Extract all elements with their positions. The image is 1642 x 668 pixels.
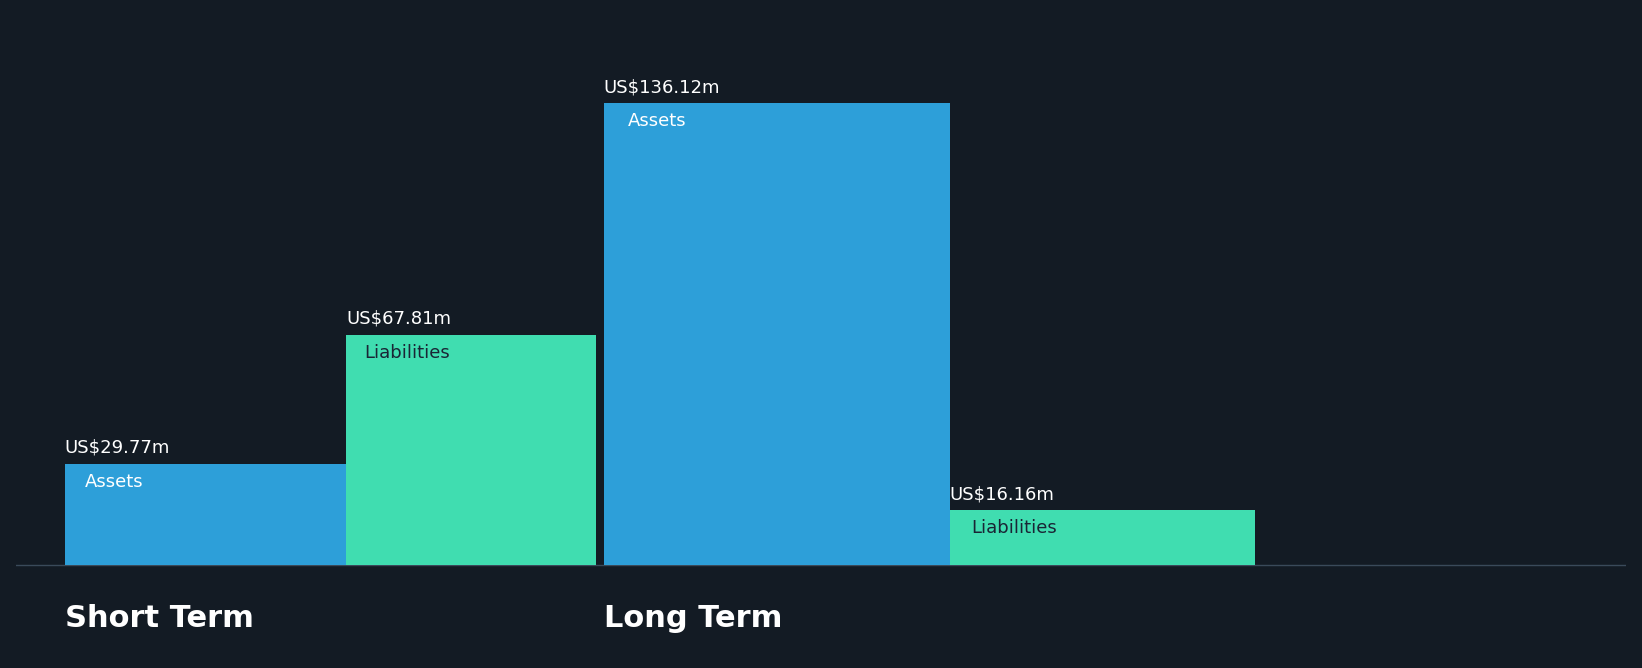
- Text: US$67.81m: US$67.81m: [346, 310, 452, 328]
- Text: Long Term: Long Term: [604, 604, 782, 633]
- Text: Liabilities: Liabilities: [970, 519, 1057, 537]
- Bar: [64, 464, 346, 565]
- Text: Assets: Assets: [627, 112, 686, 130]
- Text: Assets: Assets: [84, 473, 143, 491]
- Text: US$16.16m: US$16.16m: [949, 485, 1054, 503]
- Text: US$29.77m: US$29.77m: [64, 439, 171, 457]
- Bar: [604, 103, 949, 565]
- Text: US$136.12m: US$136.12m: [604, 78, 721, 96]
- Bar: [346, 335, 596, 565]
- Text: Liabilities: Liabilities: [365, 344, 450, 362]
- Text: Short Term: Short Term: [64, 604, 253, 633]
- Bar: [949, 510, 1256, 565]
